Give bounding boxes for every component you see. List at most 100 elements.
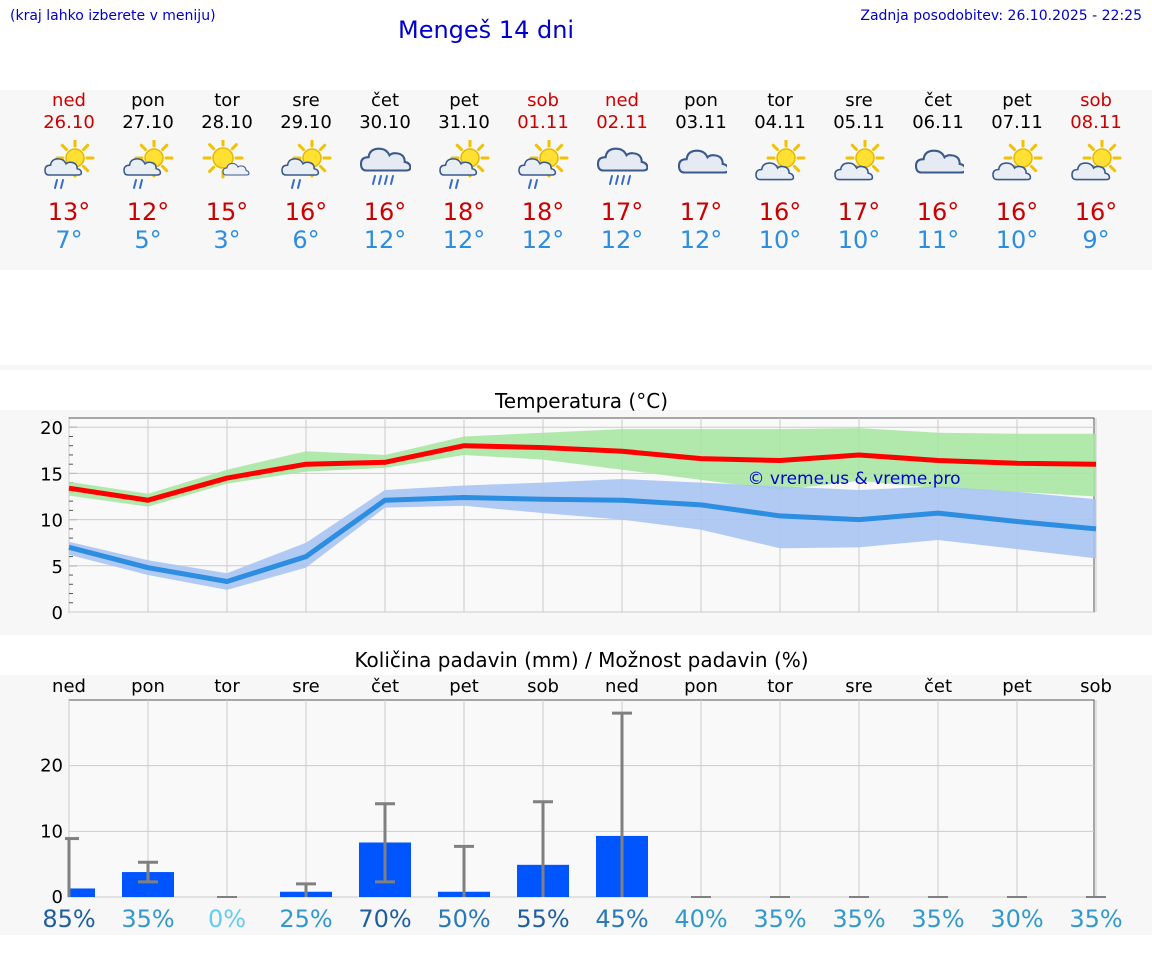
precipitation-probability: 70% <box>358 905 411 933</box>
day-name: pet <box>1002 90 1032 111</box>
precipitation-day-label: sre <box>292 676 319 697</box>
sun-cloud-icon <box>833 138 885 200</box>
precipitation-day-label: čet <box>924 676 952 697</box>
temp-min: 6° <box>292 226 320 254</box>
heavy-rain-icon <box>359 140 412 200</box>
sun-cloud-rain-icon <box>280 138 332 200</box>
min-temperature-line <box>68 494 1097 585</box>
precipitation-day-label: tor <box>767 676 793 697</box>
temp-min: 3° <box>213 226 241 254</box>
temp-max: 18° <box>521 198 565 226</box>
day-name: pon <box>131 90 165 111</box>
precipitation-tick-label: 10 <box>40 821 63 842</box>
temp-max: 16° <box>284 198 328 226</box>
temp-min: 12° <box>442 226 486 254</box>
precipitation-tick-label: 0 <box>52 887 63 908</box>
precipitation-day-label: pet <box>1002 676 1032 697</box>
precipitation-probability: 25% <box>279 905 332 933</box>
temp-max: 13° <box>47 198 91 226</box>
temp-max: 16° <box>916 198 960 226</box>
day-date: 28.10 <box>201 112 253 133</box>
temp-min: 5° <box>134 226 162 254</box>
day-name: pon <box>684 90 718 111</box>
day-date: 08.11 <box>1070 112 1122 133</box>
max-temperature-line <box>68 443 1097 503</box>
day-name: sre <box>845 90 873 111</box>
precipitation-probability: 45% <box>595 905 648 933</box>
temp-max: 12° <box>126 198 170 226</box>
day-name: sob <box>1080 90 1112 111</box>
divider <box>0 365 1152 370</box>
temperature-tick-label: 0 <box>52 603 63 624</box>
last-updated: Zadnja posodobitev: 26.10.2025 - 22:25 <box>860 8 1142 24</box>
temp-min: 7° <box>55 226 83 254</box>
temperature-tick-label: 20 <box>40 418 63 439</box>
temp-max: 16° <box>363 198 407 226</box>
day-date: 26.10 <box>43 112 95 133</box>
temperature-tick-label: 15 <box>40 464 63 485</box>
temp-max: 17° <box>600 198 644 226</box>
temp-max: 16° <box>995 198 1039 226</box>
temp-min: 12° <box>521 226 565 254</box>
sun-cloud-rain-icon <box>517 138 569 200</box>
precipitation-probability: 85% <box>42 905 95 933</box>
temp-min: 10° <box>995 226 1039 254</box>
sun-cloud-icon <box>1070 138 1122 200</box>
temp-max: 16° <box>758 198 802 226</box>
day-date: 06.11 <box>912 112 964 133</box>
day-date: 05.11 <box>833 112 885 133</box>
temperature-tick-label: 5 <box>52 557 63 578</box>
precipitation-probability: 30% <box>990 905 1043 933</box>
day-name: čet <box>370 90 400 111</box>
precipitation-probability: 40% <box>674 905 727 933</box>
temp-min: 9° <box>1082 226 1110 254</box>
max-temperature-band <box>69 428 1096 507</box>
temp-min: 11° <box>916 226 960 254</box>
precipitation-probability: 35% <box>1069 905 1122 933</box>
day-date: 27.10 <box>122 112 174 133</box>
forecast-strip <box>0 90 1152 270</box>
day-name: tor <box>767 90 793 111</box>
temp-min: 12° <box>600 226 644 254</box>
precipitation-day-label: sre <box>845 676 872 697</box>
precipitation-day-label: pet <box>449 676 479 697</box>
temp-min: 10° <box>758 226 802 254</box>
precipitation-probability: 35% <box>911 905 964 933</box>
precipitation-day-label: pon <box>131 676 165 697</box>
day-name: ned <box>52 90 86 111</box>
day-date: 02.11 <box>596 112 648 133</box>
temp-min: 10° <box>837 226 881 254</box>
location-menu-hint: (kraj lahko izberete v meniju) <box>10 8 216 24</box>
precipitation-bar <box>70 888 95 897</box>
temperature-tick-label: 10 <box>40 511 63 532</box>
day-name: ned <box>605 90 639 111</box>
precipitation-day-label: tor <box>214 676 240 697</box>
day-name: čet <box>923 90 953 111</box>
precipitation-day-label: sob <box>1080 676 1112 697</box>
precipitation-tick-label: 20 <box>40 756 63 777</box>
temp-max: 18° <box>442 198 486 226</box>
day-name: sob <box>527 90 559 111</box>
precipitation-probability: 35% <box>753 905 806 933</box>
day-date: 30.10 <box>359 112 411 133</box>
precipitation-day-label: ned <box>52 676 86 697</box>
sun-cloud-icon <box>754 138 806 200</box>
precipitation-day-label: čet <box>371 676 399 697</box>
sun-cloud-rain-icon <box>122 138 174 200</box>
page-title: Mengeš 14 dni <box>398 16 575 44</box>
sun-cloud-rain-icon <box>438 138 490 200</box>
temp-max: 16° <box>1074 198 1118 226</box>
temp-min: 12° <box>679 226 723 254</box>
day-date: 31.10 <box>438 112 490 133</box>
temp-max: 17° <box>679 198 723 226</box>
precipitation-probability: 55% <box>516 905 569 933</box>
watermark: © vreme.us & vreme.pro <box>747 469 960 489</box>
temp-max: 15° <box>205 198 249 226</box>
day-name: sre <box>292 90 320 111</box>
precipitation-day-label: pon <box>684 676 718 697</box>
temp-max: 17° <box>837 198 881 226</box>
sun-small-cloud-icon <box>201 137 253 200</box>
precipitation-day-label: ned <box>605 676 639 697</box>
day-date: 29.10 <box>280 112 332 133</box>
